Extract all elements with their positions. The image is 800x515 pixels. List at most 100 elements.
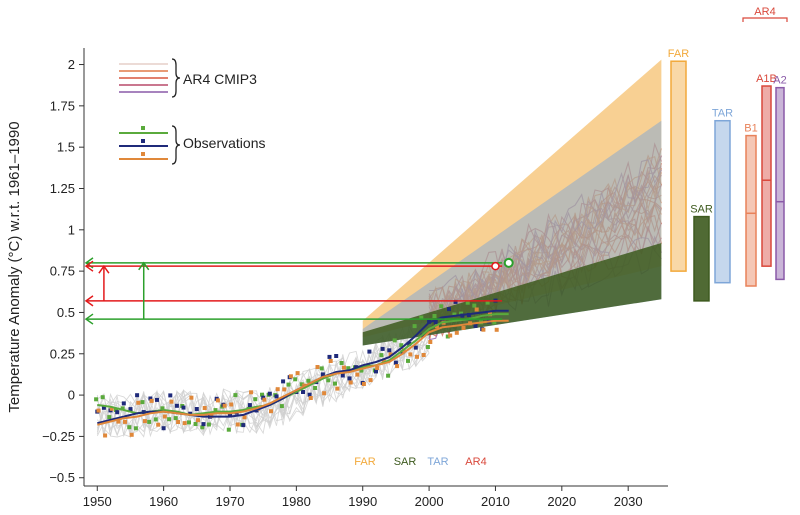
range-bar-label-far: FAR bbox=[668, 48, 689, 60]
historical-model-line bbox=[96, 329, 430, 434]
observation-point bbox=[200, 425, 205, 430]
observation-point bbox=[433, 320, 438, 325]
observation-point bbox=[161, 426, 166, 431]
observation-point bbox=[381, 359, 386, 363]
observation-point bbox=[494, 327, 499, 332]
observation-point bbox=[176, 420, 181, 424]
observation-point bbox=[374, 369, 378, 374]
observation-point bbox=[260, 392, 264, 397]
observation-point bbox=[241, 423, 246, 428]
observation-point bbox=[395, 364, 400, 369]
y-tick-label: 2 bbox=[68, 57, 75, 72]
observation-point bbox=[380, 346, 385, 351]
observation-point bbox=[393, 360, 398, 365]
range-bar-sar bbox=[693, 215, 710, 302]
observation-point bbox=[149, 398, 154, 403]
observation-point bbox=[269, 409, 273, 414]
historical-model-line bbox=[96, 340, 430, 439]
observation-point bbox=[346, 366, 351, 371]
observation-point bbox=[189, 395, 194, 400]
green-lower-arrow-line-arrowhead bbox=[84, 313, 94, 325]
annotation-layer bbox=[84, 257, 514, 325]
x-tick-label: 2010 bbox=[481, 494, 510, 509]
observation-point bbox=[193, 422, 198, 426]
observation-point bbox=[347, 376, 352, 381]
observation-point bbox=[481, 327, 486, 332]
observation-point bbox=[222, 403, 227, 408]
observation-point bbox=[452, 312, 457, 317]
range-bar-label-sar: SAR bbox=[690, 204, 713, 216]
legend-layer: AR4 CMIP3 Observations bbox=[119, 58, 265, 165]
x-tick-label: 1960 bbox=[149, 494, 178, 509]
observation-point bbox=[342, 365, 346, 370]
observation-point bbox=[114, 408, 118, 412]
observation-point bbox=[182, 421, 187, 426]
observation-point bbox=[461, 326, 466, 330]
x-tick-label: 1970 bbox=[216, 494, 245, 509]
observation-point bbox=[187, 420, 191, 425]
observation-point bbox=[142, 419, 147, 424]
observation-point bbox=[322, 391, 327, 396]
bottom-label-sar: SAR bbox=[394, 456, 417, 468]
observation-point bbox=[492, 320, 497, 325]
observation-point bbox=[127, 425, 132, 430]
observation-point bbox=[196, 418, 200, 423]
observation-point bbox=[388, 352, 393, 357]
observation-point bbox=[242, 415, 247, 420]
observation-point bbox=[148, 396, 153, 401]
observation-point bbox=[399, 343, 404, 348]
y-tick-label: 0.25 bbox=[50, 346, 75, 361]
observation-point bbox=[465, 300, 470, 305]
x-tick-label: 2030 bbox=[614, 494, 643, 509]
observation-point bbox=[181, 405, 186, 410]
observation-point bbox=[448, 333, 453, 338]
observation-point bbox=[123, 419, 127, 424]
observation-point bbox=[213, 408, 218, 413]
observation-point bbox=[167, 417, 172, 422]
observation-point bbox=[293, 377, 298, 382]
projection-fans-layer bbox=[362, 59, 662, 346]
obs-green-line bbox=[97, 313, 509, 416]
range-bar-label-a2: A2 bbox=[773, 75, 786, 87]
legend-obs-brace bbox=[171, 125, 181, 165]
observation-point bbox=[392, 338, 397, 343]
red-upper-arrow-line-arrowhead bbox=[84, 260, 94, 272]
observation-point bbox=[133, 426, 138, 431]
observation-point bbox=[319, 366, 324, 371]
observation-point bbox=[327, 354, 332, 359]
observation-point bbox=[136, 400, 141, 405]
observation-point bbox=[339, 361, 344, 365]
observation-point bbox=[147, 419, 152, 424]
observation-point bbox=[379, 353, 384, 358]
observation-point bbox=[368, 378, 373, 383]
observation-point bbox=[428, 340, 433, 344]
y-tick-label: 1.5 bbox=[57, 140, 75, 155]
observation-point bbox=[301, 390, 305, 394]
observation-point bbox=[275, 387, 280, 392]
ar4-bracket bbox=[742, 17, 788, 22]
observation-point bbox=[472, 303, 477, 308]
observation-point bbox=[425, 345, 430, 349]
observation-point bbox=[267, 391, 272, 396]
historical-model-line bbox=[97, 323, 430, 438]
observation-point bbox=[415, 354, 419, 359]
observation-point bbox=[413, 345, 418, 350]
y-tick-label: −0.25 bbox=[42, 429, 75, 444]
observation-point bbox=[129, 432, 134, 437]
observation-point bbox=[101, 405, 106, 410]
observation-point bbox=[194, 407, 199, 411]
observation-point bbox=[375, 366, 380, 370]
observation-point bbox=[320, 372, 325, 377]
observation-point bbox=[453, 299, 458, 304]
observation-point bbox=[333, 381, 337, 386]
observation-point bbox=[96, 408, 101, 413]
observation-point bbox=[279, 404, 284, 409]
observation-point bbox=[286, 382, 291, 387]
observation-point bbox=[334, 354, 339, 358]
observation-point bbox=[412, 324, 417, 329]
observation-point bbox=[407, 341, 412, 346]
observation-point bbox=[299, 382, 304, 387]
observation-point bbox=[201, 422, 206, 427]
range-bar-a2 bbox=[775, 86, 785, 281]
observation-point bbox=[215, 398, 220, 403]
